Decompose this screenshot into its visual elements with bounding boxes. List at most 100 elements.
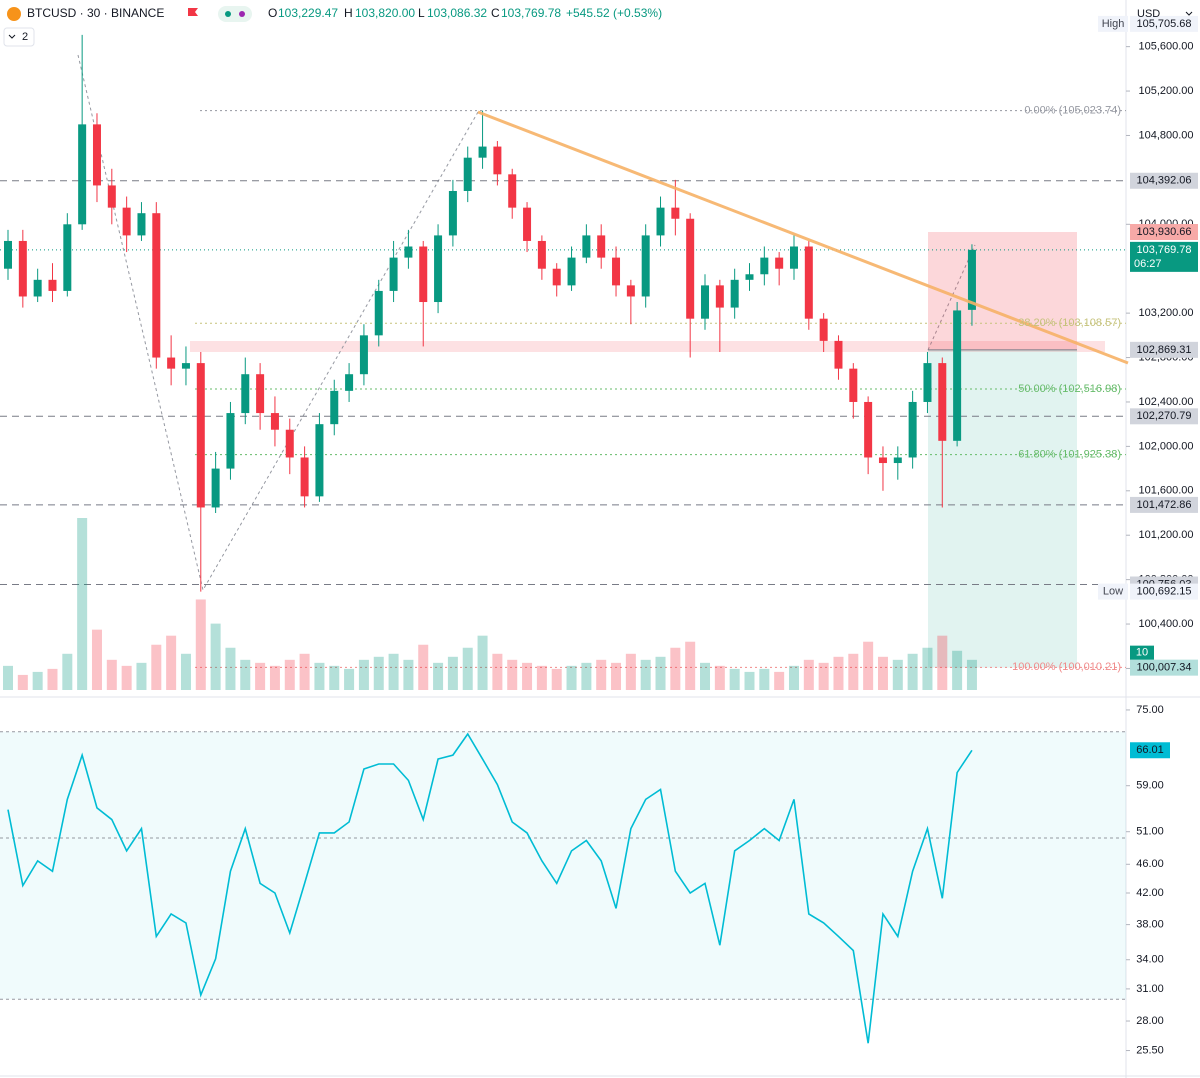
last-price-label: 103,769.78 bbox=[1136, 244, 1191, 256]
trend-line[interactable] bbox=[477, 110, 1129, 365]
candle-body bbox=[478, 146, 487, 158]
candle-body bbox=[567, 257, 576, 286]
symbol[interactable]: BTCUSD · 30 · BINANCE bbox=[27, 6, 164, 20]
candle-body bbox=[345, 374, 354, 391]
candle-body bbox=[330, 390, 339, 425]
volume-bar bbox=[596, 659, 607, 690]
extreme-name-box bbox=[1098, 583, 1128, 600]
candle-body bbox=[167, 357, 176, 369]
candle-body bbox=[256, 374, 265, 414]
pane-toggle[interactable] bbox=[3, 27, 35, 47]
volume-bar bbox=[121, 665, 132, 690]
flag-icon[interactable] bbox=[188, 8, 198, 16]
candle-body bbox=[715, 285, 724, 308]
countdown: 06:27 bbox=[1134, 258, 1162, 270]
ohlc-value: 103,229.47 bbox=[278, 6, 338, 20]
y-tick-label: 102,400.00 bbox=[1138, 396, 1193, 408]
candle-body bbox=[789, 246, 798, 269]
candle-body bbox=[181, 363, 190, 369]
candle-body bbox=[893, 457, 902, 464]
candle-body bbox=[878, 457, 887, 464]
rsi-line bbox=[7, 732, 973, 1044]
extreme-name: High bbox=[1102, 18, 1125, 30]
volume-bar bbox=[477, 635, 488, 690]
status-pill[interactable] bbox=[218, 6, 252, 22]
volume-bar bbox=[640, 659, 651, 690]
zigzag bbox=[927, 244, 976, 351]
ohlc-name: O bbox=[268, 6, 277, 20]
fib-label: 50.00% (102,516.98) bbox=[1018, 383, 1121, 395]
volume-bar bbox=[922, 647, 933, 690]
volume-bar bbox=[166, 635, 177, 690]
volume-bar bbox=[877, 656, 888, 690]
ohlc-name: C bbox=[491, 6, 500, 20]
candle-body bbox=[270, 413, 279, 430]
candle-body bbox=[107, 185, 116, 208]
candle-body bbox=[196, 363, 205, 508]
volume-bar bbox=[685, 641, 696, 690]
y-tick-label: 46.00 bbox=[1136, 858, 1164, 870]
last-price-box bbox=[1130, 241, 1198, 272]
extreme-box bbox=[1130, 583, 1198, 600]
candle-body bbox=[359, 335, 368, 375]
y-tick-label: 75.00 bbox=[1136, 704, 1164, 716]
candle-body bbox=[92, 124, 101, 186]
volume-bar bbox=[344, 668, 355, 690]
change: +545.52 (+0.53%) bbox=[566, 6, 662, 20]
extreme-label: 105,705.68 bbox=[1136, 18, 1191, 30]
candle-body bbox=[775, 257, 784, 269]
y-tick-label: 105,600.00 bbox=[1138, 41, 1193, 53]
status-dot bbox=[225, 11, 231, 17]
volume-bar bbox=[447, 656, 458, 690]
volume-bar bbox=[625, 653, 636, 690]
rsi-value-label: 66.01 bbox=[1136, 744, 1164, 756]
candle-body bbox=[63, 224, 72, 291]
volume-bar bbox=[907, 653, 918, 690]
volume-bar bbox=[848, 653, 859, 690]
volume-bar bbox=[611, 662, 622, 690]
candle-body bbox=[434, 235, 443, 303]
y-tick-label: 31.00 bbox=[1136, 983, 1164, 995]
volume-bar bbox=[818, 662, 829, 690]
candle-body bbox=[122, 207, 131, 236]
volume-bar bbox=[329, 665, 340, 690]
volume-bar bbox=[358, 659, 369, 690]
candle-body bbox=[819, 318, 828, 341]
volume-bar bbox=[403, 659, 414, 690]
candle-body bbox=[374, 290, 383, 336]
y-tick-label: 25.50 bbox=[1136, 1044, 1164, 1056]
volume-bar bbox=[77, 518, 88, 690]
ohlc-value: 103,769.78 bbox=[501, 6, 561, 20]
volume-bar bbox=[195, 599, 206, 690]
y-tick-label: 28.00 bbox=[1136, 1015, 1164, 1027]
price-label: 102,869.31 bbox=[1136, 344, 1191, 356]
volume-bar bbox=[17, 674, 28, 690]
volume-label: 10 bbox=[1136, 647, 1148, 659]
volume-bar bbox=[581, 662, 592, 690]
candle-body bbox=[4, 240, 12, 269]
fib-label: 100.00% (100,010.21) bbox=[1012, 661, 1121, 673]
volume-bar bbox=[3, 665, 13, 690]
volume-bar bbox=[803, 659, 814, 690]
marks bbox=[3, 34, 977, 1044]
stop-zone bbox=[928, 231, 1077, 350]
volume-bar bbox=[551, 668, 562, 690]
ohlc-value: 103,820.00 bbox=[355, 6, 415, 20]
y-tick-label: 103,200.00 bbox=[1138, 307, 1193, 319]
y-tick-label: 42.00 bbox=[1136, 887, 1164, 899]
fib-label: 0.00% (105,023.74) bbox=[1024, 105, 1121, 117]
candle-body bbox=[537, 240, 546, 269]
target-zone bbox=[928, 349, 1077, 668]
y-tick-label: 38.00 bbox=[1136, 919, 1164, 931]
volume-bar bbox=[892, 659, 903, 690]
volume-bar bbox=[62, 653, 73, 690]
volume-bar bbox=[744, 671, 755, 690]
candle-body bbox=[48, 279, 57, 291]
candle-body bbox=[523, 207, 532, 241]
price-label-box bbox=[1130, 659, 1198, 676]
currency[interactable]: USD bbox=[1137, 8, 1160, 20]
candle-body bbox=[804, 246, 813, 319]
volume-bar bbox=[462, 647, 473, 690]
